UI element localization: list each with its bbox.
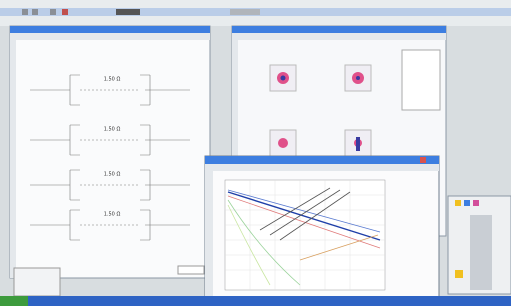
spot-core [356,137,360,151]
plot-area [225,180,385,290]
screen: 1.50 Ω 1.50 Ω 1.50 Ω 1.50 Ω [0,0,511,306]
resistance-label: 1.50 Ω [104,212,121,218]
tool-icon[interactable] [455,200,461,206]
tool-icon[interactable] [116,9,140,15]
spot [278,138,288,148]
tool-icon[interactable] [50,9,56,15]
spot-core [356,76,360,80]
tool-icon[interactable] [473,200,479,206]
resistance-label: 1.50 Ω [104,172,121,178]
popup [14,268,60,296]
page: 1.50 Ω 1.50 Ω 1.50 Ω 1.50 Ω [0,0,511,306]
side-toolbar [10,40,16,278]
start-button[interactable] [0,296,28,306]
tool-icon[interactable] [455,270,463,278]
side-toolbar [205,171,213,298]
tool-icon[interactable] [464,200,470,206]
left-window: 1.50 Ω 1.50 Ω 1.50 Ω 1.50 Ω [10,26,210,278]
tab-bar [232,33,446,40]
tab-bar [205,164,439,171]
legend-panel [402,50,440,110]
spot-core [281,76,286,81]
list-panel [470,215,492,290]
status-box [178,266,204,274]
tool-icon[interactable] [32,9,38,15]
taskbar [0,296,511,306]
tool-icon[interactable] [230,9,260,15]
tool-icon[interactable] [22,9,28,15]
plot-window [205,156,439,298]
title-bar [205,156,439,164]
title-bar [232,26,446,33]
tool-icon[interactable] [62,9,68,15]
resistance-label: 1.50 Ω [104,77,121,83]
title-bar [10,26,210,33]
resistance-label: 1.50 Ω [104,127,121,133]
close-button[interactable] [420,157,426,163]
tab-bar [10,33,210,40]
side-window [448,196,511,294]
window-frame [10,26,210,278]
